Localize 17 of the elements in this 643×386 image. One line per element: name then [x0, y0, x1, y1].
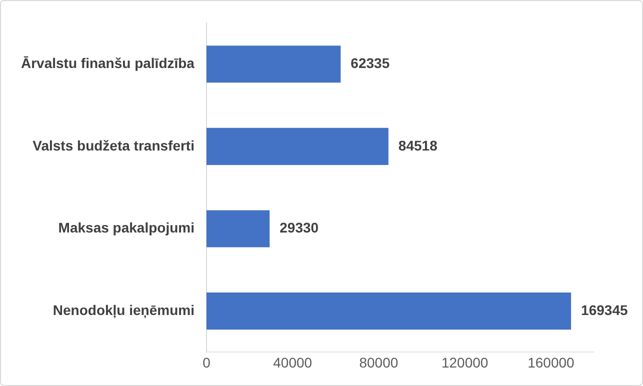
- x-tick-label: 0: [202, 354, 211, 370]
- data-label: 62335: [350, 55, 390, 72]
- bar: [206, 128, 388, 165]
- x-tick-label: 160000: [528, 354, 575, 370]
- data-label: 84518: [398, 137, 438, 154]
- x-tick-label: 80000: [359, 354, 398, 370]
- y-tick-label: Ārvalstu finanšu palīdzība: [20, 55, 195, 72]
- bar: [206, 210, 270, 248]
- data-label: 29330: [280, 220, 319, 236]
- bar: [206, 292, 572, 330]
- y-tick-label: Nenodokļu ieņēmumi: [52, 302, 194, 319]
- bar: [206, 46, 341, 83]
- y-tick-label: Valsts budžeta transferti: [32, 137, 194, 154]
- x-tick-label: 40000: [273, 354, 312, 370]
- data-label: 169345: [581, 302, 628, 318]
- y-tick-label: Maksas pakalpojumi: [58, 220, 194, 236]
- x-tick-label: 120000: [441, 354, 488, 370]
